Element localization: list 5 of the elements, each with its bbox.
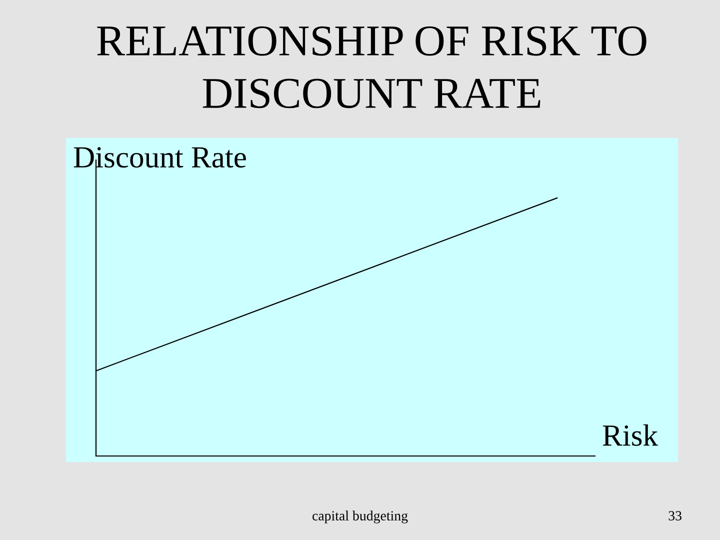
y-axis-title: Discount Rate bbox=[74, 147, 246, 168]
chart-title: RELATIONSHIP OF RISK TO DISCOUNT RATE bbox=[97, 26, 646, 108]
x-axis-title: Risk bbox=[602, 424, 658, 446]
text: capital budgeting bbox=[312, 510, 408, 524]
text: 33 bbox=[668, 511, 682, 520]
